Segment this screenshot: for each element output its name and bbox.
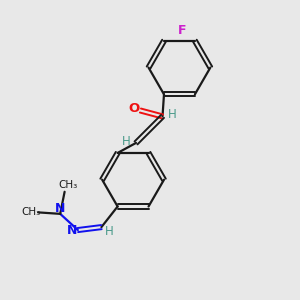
Text: N: N [54,202,65,215]
Text: O: O [128,102,140,115]
Text: N: N [68,224,78,237]
Text: CH₃: CH₃ [21,207,40,217]
Text: H: H [122,135,131,148]
Text: F: F [178,24,187,37]
Text: CH₃: CH₃ [58,180,77,190]
Text: H: H [168,108,176,122]
Text: H: H [105,225,114,238]
